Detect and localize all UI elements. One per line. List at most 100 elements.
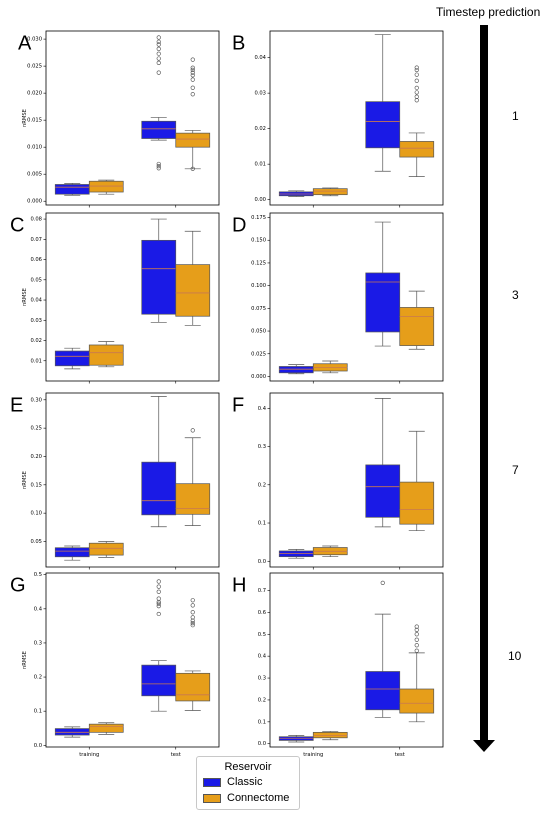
outlier-point — [190, 166, 195, 171]
legend-item-connectome: Connectome — [203, 791, 289, 805]
outlier-point — [156, 42, 161, 47]
box-connectome-test — [175, 57, 211, 171]
box-body — [141, 120, 177, 139]
outlier-point — [156, 601, 161, 606]
box-classic-training — [54, 347, 90, 370]
box-classic-test — [141, 35, 177, 171]
outlier-point — [156, 39, 161, 44]
outlier-point — [414, 627, 419, 633]
outlier-point — [414, 65, 419, 70]
y-tick-label: 0.1 — [34, 709, 42, 715]
panel-h: H 0.0 0.1 0.2 0.3 0.4 0.5 0.6 0.7 training test — [232, 572, 444, 758]
panel-label: B — [232, 33, 245, 55]
y-tick-label: 0.010 — [27, 145, 42, 151]
outlier-point — [414, 90, 419, 95]
box-body — [54, 350, 90, 367]
y-tick-label: 0.25 — [30, 426, 42, 432]
outlier-point — [414, 94, 419, 99]
box-body — [54, 184, 90, 195]
y-tick-label: 0.7 — [258, 588, 266, 594]
box-classic-test — [365, 221, 401, 347]
box-body — [175, 483, 211, 515]
arrow-shaft — [480, 25, 488, 743]
box-body — [54, 728, 90, 736]
outlier-point — [156, 579, 161, 584]
y-tick-label: 0.025 — [251, 351, 266, 357]
y-tick-label: 0.2 — [258, 697, 266, 703]
y-axis-label: nRMSE — [22, 288, 28, 306]
y-tick-label: 0.3 — [34, 640, 42, 646]
outlier-point — [190, 621, 195, 626]
outlier-point — [414, 72, 419, 77]
box-body — [141, 239, 177, 315]
outlier-point — [156, 599, 161, 605]
panel-label: A — [18, 33, 32, 55]
box-body — [278, 366, 314, 374]
panel-label: E — [10, 395, 23, 417]
panel-g: G 0.0 0.1 0.2 0.3 0.4 0.5 nRMSE training test — [10, 572, 220, 758]
box-body — [88, 344, 124, 366]
box-connectome-test — [399, 290, 435, 350]
legend-swatch-connectome — [203, 793, 221, 803]
box-body — [365, 101, 401, 149]
panel-c: C 0.01 0.02 0.03 0.04 0.05 0.06 0.07 0.08 nRMSE — [10, 212, 220, 384]
box-classic-training — [278, 364, 314, 375]
box-body — [399, 481, 435, 525]
panel-f: F 0.0 0.1 0.2 0.3 0.4 — [232, 392, 444, 570]
outlier-point — [190, 623, 195, 628]
y-tick-label: 0.100 — [251, 283, 266, 289]
box-body — [365, 671, 401, 711]
y-tick-label: 0.05 — [30, 539, 42, 545]
panel-e: E 0.05 0.10 0.15 0.20 0.25 0.30 nRMSE — [10, 392, 220, 570]
box-body — [175, 132, 211, 148]
outlier-point — [190, 603, 195, 608]
box-body — [141, 461, 177, 516]
box-connectome-training — [312, 731, 348, 741]
box-body — [88, 723, 124, 733]
box-body — [312, 188, 348, 196]
box-classic-test — [365, 34, 401, 172]
outlier-point — [190, 428, 195, 433]
timestep-header: Timestep prediction — [436, 5, 541, 19]
y-tick-label: 0.0 — [34, 743, 42, 749]
y-tick-label: 0.4 — [258, 654, 267, 660]
x-tick-label: training — [303, 752, 323, 758]
outlier-point — [190, 610, 195, 615]
y-tick-label: 0.000 — [251, 374, 266, 380]
outlier-point — [380, 580, 385, 585]
y-tick-label: 0.050 — [251, 329, 266, 335]
x-tick-label: test — [395, 752, 405, 758]
outlier-point — [190, 615, 195, 620]
plot-frame — [269, 392, 444, 568]
box-classic-test — [365, 580, 401, 718]
y-axis-label: nRMSE — [22, 471, 28, 489]
y-tick-label: 0.125 — [251, 260, 266, 266]
outlier-point — [414, 67, 419, 73]
box-classic-training — [54, 545, 90, 561]
outlier-point — [414, 632, 419, 637]
outlier-point — [156, 56, 161, 61]
panel-label: H — [232, 575, 246, 597]
y-tick-label: 0.0 — [258, 559, 266, 565]
y-tick-label: 0.015 — [27, 118, 42, 124]
outlier-point — [190, 598, 195, 603]
outlier-point — [190, 57, 195, 62]
outlier-point — [156, 166, 161, 171]
box-body — [88, 180, 124, 193]
outlier-point — [190, 85, 195, 90]
y-tick-label: 0.15 — [30, 482, 42, 488]
box-connectome-training — [88, 541, 124, 558]
box-body — [175, 672, 211, 702]
panel-label: F — [232, 395, 244, 417]
x-tick-label: test — [171, 752, 181, 758]
outlier-point — [156, 35, 161, 40]
y-tick-label: 0.4 — [34, 606, 43, 612]
arrow-head — [473, 740, 495, 752]
y-tick-label: 0.075 — [251, 306, 266, 312]
y-tick-label: 0.04 — [30, 298, 42, 304]
panel-label: C — [10, 215, 24, 237]
y-tick-label: 0.1 — [258, 719, 266, 725]
legend-item-classic: Classic — [203, 775, 262, 789]
y-tick-label: 0.025 — [27, 64, 42, 70]
